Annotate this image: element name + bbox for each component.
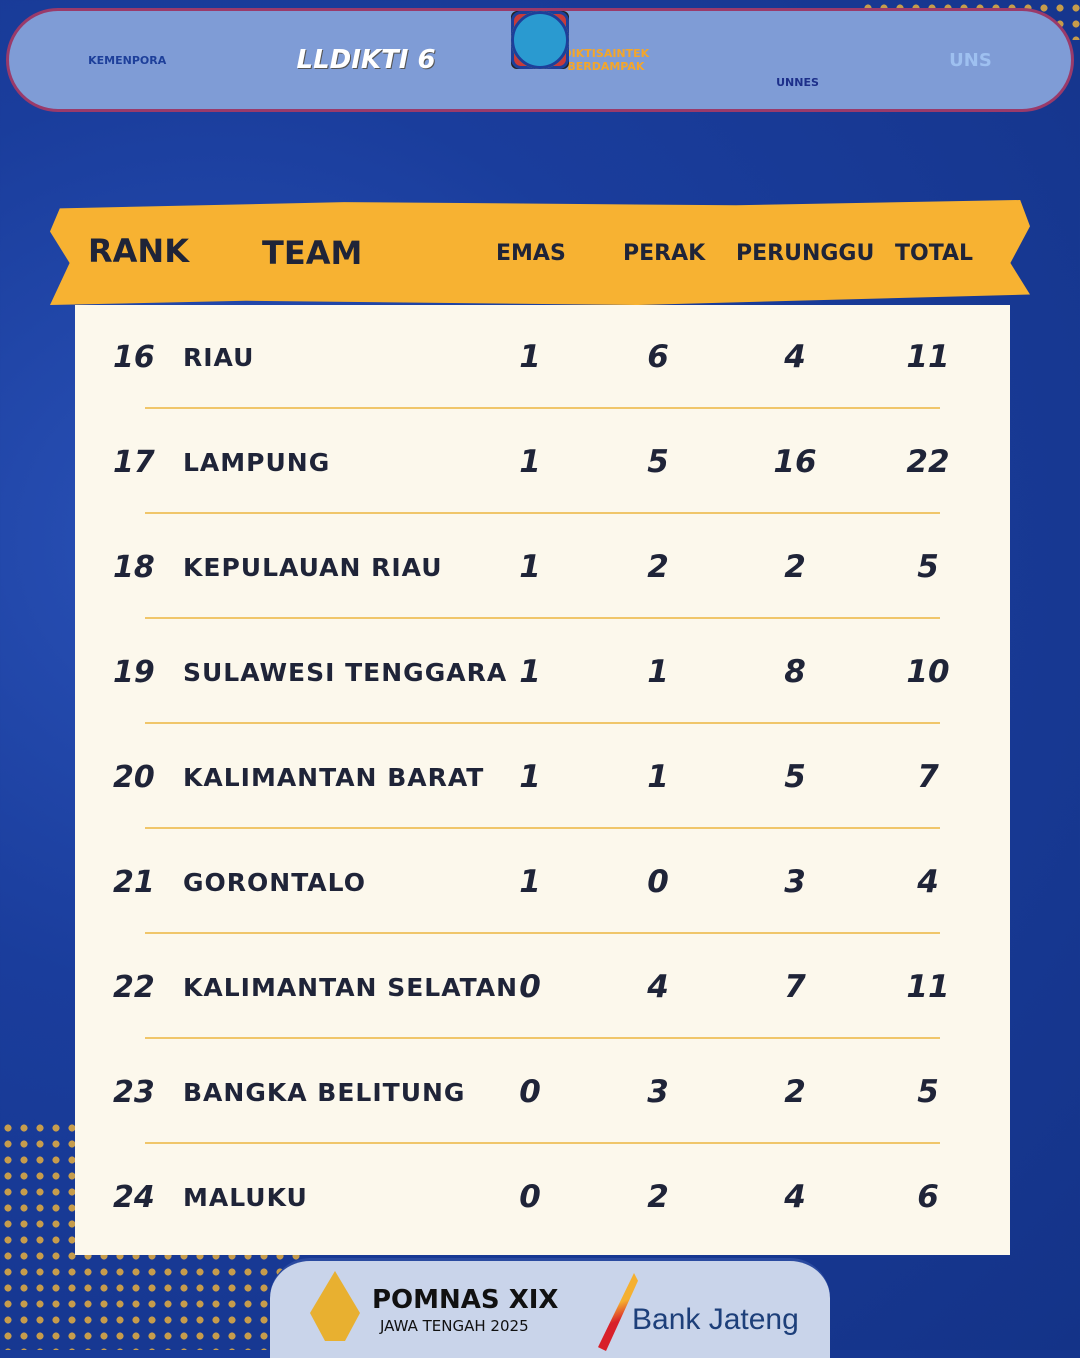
logo-unnes: UNNES — [776, 76, 819, 89]
row-divider — [145, 1037, 940, 1039]
logo-uns: UNS — [949, 49, 992, 71]
perunggu-cell: 8 — [784, 654, 806, 690]
table-row: 23 BANGKA BELITUNG 0 3 2 5 — [75, 1040, 1010, 1144]
perak-cell: 1 — [647, 759, 669, 795]
header-total: TOTAL — [895, 241, 974, 266]
emas-cell: 1 — [519, 339, 541, 375]
perak-cell: 4 — [647, 969, 669, 1005]
total-cell: 22 — [906, 444, 950, 480]
team-cell: LAMPUNG — [183, 447, 331, 477]
perunggu-cell: 16 — [773, 444, 817, 480]
medal-table: 16 RIAU 1 6 4 11 17 LAMPUNG 1 5 16 22 18 KEPULAUAN… — [75, 305, 1010, 1255]
emas-cell: 1 — [519, 759, 541, 795]
table-row: 17 LAMPUNG 1 5 16 22 — [75, 410, 1010, 514]
team-cell: KALIMANTAN BARAT — [183, 762, 485, 792]
perunggu-cell: 4 — [784, 1179, 806, 1215]
team-cell: BANGKA BELITUNG — [183, 1077, 466, 1107]
emas-cell: 0 — [519, 969, 541, 1005]
row-divider — [145, 617, 940, 619]
table-row: 16 RIAU 1 6 4 11 — [75, 305, 1010, 409]
row-divider — [145, 827, 940, 829]
sponsor-logo-bar: KEMENPORA LLDIKTI 6 DIKTISAINTEK BERDAMP… — [6, 8, 1074, 112]
rank-cell: 23 — [113, 1074, 155, 1110]
event-name: POMNAS XIX — [372, 1285, 559, 1315]
perunggu-cell: 5 — [784, 759, 806, 795]
total-cell: 6 — [917, 1179, 939, 1215]
perunggu-cell: 2 — [784, 549, 806, 585]
perak-cell: 2 — [647, 549, 669, 585]
table-row: 24 MALUKU 0 2 4 6 — [75, 1145, 1010, 1249]
perak-cell: 0 — [647, 864, 669, 900]
perak-cell: 2 — [647, 1179, 669, 1215]
logo-kemenpora: KEMENPORA — [88, 53, 167, 67]
row-divider — [145, 512, 940, 514]
rank-cell: 18 — [113, 549, 155, 585]
team-cell: RIAU — [183, 342, 255, 372]
sponsor-name: Bank Jateng — [632, 1303, 799, 1336]
perak-cell: 6 — [647, 339, 669, 375]
team-cell: SULAWESI TENGGARA — [183, 657, 508, 687]
emas-cell: 1 — [519, 549, 541, 585]
row-divider — [145, 722, 940, 724]
table-row: 21 GORONTALO 1 0 3 4 — [75, 830, 1010, 934]
perunggu-cell: 2 — [784, 1074, 806, 1110]
logo-lldikti: LLDIKTI 6 — [296, 45, 436, 75]
rank-cell: 24 — [113, 1179, 155, 1215]
event-location: JAWA TENGAH 2025 — [380, 1317, 529, 1335]
table-row: 22 KALIMANTAN SELATAN 0 4 7 11 — [75, 935, 1010, 1039]
table-row: 19 SULAWESI TENGGARA 1 1 8 10 — [75, 620, 1010, 724]
emas-cell: 1 — [519, 864, 541, 900]
table-header — [50, 200, 1030, 305]
perak-cell: 3 — [647, 1074, 669, 1110]
header-emas: EMAS — [496, 241, 566, 266]
team-cell: KALIMANTAN SELATAN — [183, 972, 518, 1002]
rank-cell: 16 — [113, 339, 155, 375]
emas-cell: 0 — [519, 1074, 541, 1110]
pomnas-logo-icon — [310, 1271, 360, 1341]
perak-cell: 5 — [647, 444, 669, 480]
total-cell: 7 — [917, 759, 939, 795]
total-cell: 5 — [917, 549, 939, 585]
header-rank: RANK — [88, 232, 189, 270]
emas-cell: 0 — [519, 1179, 541, 1215]
footer-banner: POMNAS XIX JAWA TENGAH 2025 Bank Jateng — [270, 1258, 830, 1358]
rank-cell: 20 — [113, 759, 155, 795]
rank-cell: 22 — [113, 969, 155, 1005]
rank-cell: 21 — [113, 864, 155, 900]
header-team: TEAM — [262, 234, 363, 272]
row-divider — [145, 1142, 940, 1144]
emas-cell: 1 — [519, 444, 541, 480]
table-row: 18 KEPULAUAN RIAU 1 2 2 5 — [75, 515, 1010, 619]
header-perunggu: PERUNGGU — [736, 241, 875, 266]
total-cell: 10 — [906, 654, 950, 690]
rank-cell: 17 — [113, 444, 155, 480]
team-cell: KEPULAUAN RIAU — [183, 552, 443, 582]
row-divider — [145, 407, 940, 409]
team-cell: GORONTALO — [183, 867, 366, 897]
team-cell: MALUKU — [183, 1182, 308, 1212]
rank-cell: 19 — [113, 654, 155, 690]
total-cell: 11 — [906, 969, 950, 1005]
logo-unwahas — [511, 11, 569, 69]
perunggu-cell: 7 — [784, 969, 806, 1005]
perunggu-cell: 3 — [784, 864, 806, 900]
logo-diktisaintek: DIKTISAINTEK BERDAMPAK — [562, 47, 650, 73]
perunggu-cell: 4 — [784, 339, 806, 375]
row-divider — [145, 932, 940, 934]
perak-cell: 1 — [647, 654, 669, 690]
table-row: 20 KALIMANTAN BARAT 1 1 5 7 — [75, 725, 1010, 829]
total-cell: 11 — [906, 339, 950, 375]
header-perak: PERAK — [623, 241, 706, 266]
emas-cell: 1 — [519, 654, 541, 690]
total-cell: 4 — [917, 864, 939, 900]
total-cell: 5 — [917, 1074, 939, 1110]
